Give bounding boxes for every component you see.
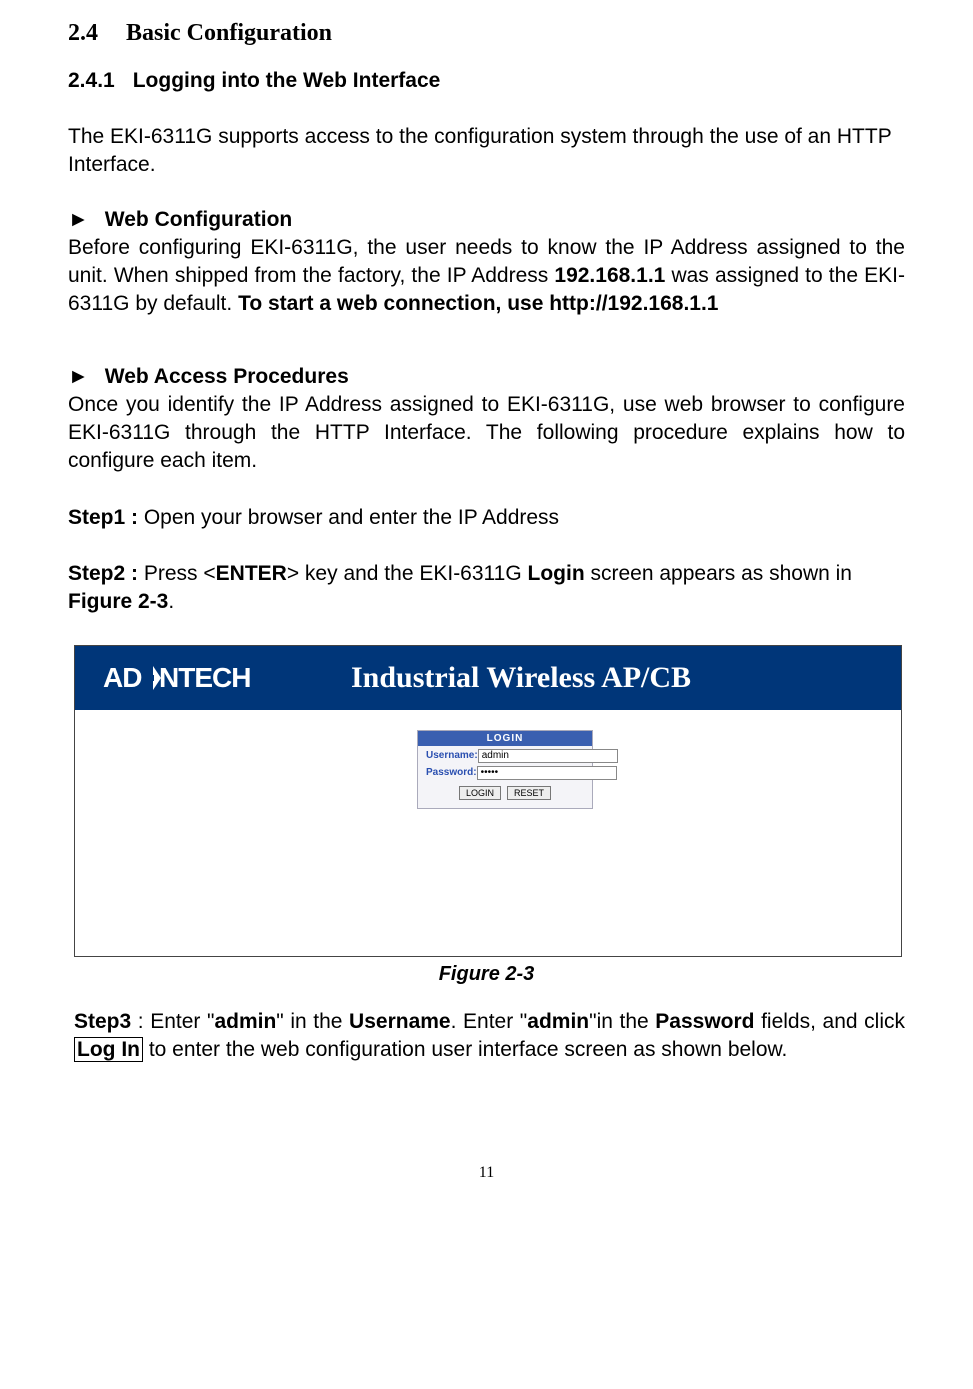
figure-caption: Figure 2-3 bbox=[68, 963, 905, 986]
username-input[interactable] bbox=[478, 749, 618, 763]
svg-text:AD: AD bbox=[103, 662, 142, 693]
password-word: Password bbox=[655, 1010, 754, 1033]
default-ip: 192.168.1.1 bbox=[554, 264, 665, 287]
screenshot-title: Industrial Wireless AP/CB bbox=[351, 661, 691, 695]
step1: Step1 : Open your browser and enter the … bbox=[68, 504, 905, 532]
arrow-icon: ► bbox=[68, 208, 89, 231]
step1-text: Open your browser and enter the IP Addre… bbox=[138, 506, 559, 529]
webconfig-heading: ► Web Configuration bbox=[68, 208, 905, 232]
webconfig-paragraph: Before configuring EKI-6311G, the user n… bbox=[68, 234, 905, 319]
intro-paragraph: The EKI-6311G supports access to the con… bbox=[68, 123, 905, 180]
step1-label: Step1 : bbox=[68, 506, 138, 529]
step2-label: Step2 : bbox=[68, 562, 138, 585]
screenshot-body: LOGIN Username: Password: LOGIN RESET bbox=[75, 710, 901, 956]
enter-key: ENTER bbox=[216, 562, 287, 585]
login-word: Login bbox=[528, 562, 585, 585]
admin-word-1: admin bbox=[214, 1010, 276, 1033]
step3-label: Step3 bbox=[74, 1010, 131, 1033]
step2-c: screen appears as shown in bbox=[585, 562, 852, 585]
username-label: Username: bbox=[426, 750, 478, 761]
admin-word-2: admin bbox=[527, 1010, 589, 1033]
advantech-logo-icon: AD NTECH bbox=[103, 661, 333, 695]
step3-e: fields, and click bbox=[755, 1010, 906, 1033]
password-input[interactable] bbox=[477, 766, 617, 780]
step2-b: > key and the EKI-6311G bbox=[287, 562, 528, 585]
step3: Step3 : Enter "admin" in the Username. E… bbox=[74, 1008, 905, 1065]
step2: Step2 : Press <ENTER> key and the EKI-63… bbox=[68, 560, 905, 617]
step2-a: Press < bbox=[138, 562, 216, 585]
webconfig-start-instruction: To start a web connection, use http://19… bbox=[238, 292, 718, 315]
step3-c: . Enter " bbox=[451, 1010, 528, 1033]
page-number: 11 bbox=[68, 1164, 905, 1182]
webaccess-heading-text: Web Access Procedures bbox=[105, 365, 349, 388]
webaccess-heading: ► Web Access Procedures bbox=[68, 365, 905, 389]
reset-button[interactable]: RESET bbox=[507, 786, 551, 800]
login-panel-title: LOGIN bbox=[418, 731, 592, 746]
login-button-row: LOGIN RESET bbox=[418, 780, 592, 808]
step3-b: " in the bbox=[276, 1010, 349, 1033]
section-heading: 2.4 Basic Configuration bbox=[68, 20, 905, 47]
step3-f: to enter the web configuration user inte… bbox=[143, 1038, 787, 1061]
username-row: Username: bbox=[418, 746, 592, 763]
step3-d: "in the bbox=[589, 1010, 655, 1033]
username-word: Username bbox=[349, 1010, 451, 1033]
login-button[interactable]: LOGIN bbox=[459, 786, 501, 800]
password-row: Password: bbox=[418, 763, 592, 780]
login-panel: LOGIN Username: Password: LOGIN RESET bbox=[417, 730, 593, 809]
svg-text:NTECH: NTECH bbox=[159, 662, 250, 693]
password-label: Password: bbox=[426, 767, 477, 778]
subsection-number: 2.4.1 bbox=[68, 69, 115, 92]
arrow-icon: ► bbox=[68, 365, 89, 388]
section-title: Basic Configuration bbox=[126, 20, 332, 46]
subsection-heading: 2.4.1 Logging into the Web Interface bbox=[68, 69, 905, 93]
subsection-title: Logging into the Web Interface bbox=[133, 69, 441, 92]
webaccess-paragraph: Once you identify the IP Address assigne… bbox=[68, 391, 905, 476]
step3-a: : Enter " bbox=[131, 1010, 214, 1033]
login-button-box: Log In bbox=[74, 1037, 143, 1062]
login-screenshot: AD NTECH Industrial Wireless AP/CB LOGIN… bbox=[74, 645, 905, 957]
figure-ref: Figure 2-3 bbox=[68, 590, 168, 613]
webconfig-heading-text: Web Configuration bbox=[105, 208, 292, 231]
screenshot-header: AD NTECH Industrial Wireless AP/CB bbox=[75, 646, 901, 710]
step2-d: . bbox=[168, 590, 174, 613]
section-number: 2.4 bbox=[68, 20, 98, 46]
